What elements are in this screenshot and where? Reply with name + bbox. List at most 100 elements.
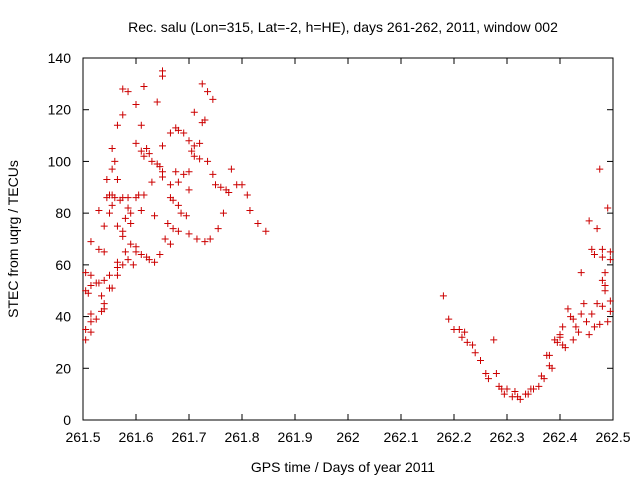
data-point: [156, 251, 164, 259]
y-tick-label: 80: [55, 205, 71, 221]
data-point: [113, 222, 121, 230]
y-tick-label: 60: [55, 257, 71, 273]
x-tick-label: 262.3: [489, 429, 524, 445]
data-point: [188, 147, 196, 155]
data-point: [214, 225, 222, 233]
data-point: [87, 328, 95, 336]
data-point: [119, 232, 127, 240]
data-point: [585, 217, 593, 225]
data-point: [180, 170, 188, 178]
data-point: [209, 170, 217, 178]
data-point: [503, 385, 511, 393]
data-point: [572, 323, 580, 331]
y-tick-label: 120: [48, 102, 72, 118]
data-point: [87, 318, 95, 326]
data-point: [190, 152, 198, 160]
data-point: [87, 238, 95, 246]
data-point: [143, 145, 151, 152]
data-point: [145, 256, 153, 264]
data-point: [198, 80, 206, 88]
data-point: [455, 326, 463, 333]
data-point: [593, 300, 601, 308]
x-tick-label: 261.5: [65, 429, 100, 445]
data-point: [100, 248, 108, 256]
data-point: [174, 227, 182, 235]
data-point: [161, 235, 169, 243]
data-point: [113, 271, 121, 279]
data-point: [140, 152, 148, 160]
data-point: [569, 336, 577, 344]
data-point: [590, 251, 598, 259]
data-point: [477, 357, 484, 365]
data-point: [204, 88, 212, 96]
data-point: [156, 163, 164, 171]
data-point: [106, 209, 113, 217]
data-point: [606, 307, 614, 315]
data-point: [166, 181, 174, 189]
data-point: [132, 248, 140, 256]
data-point: [484, 375, 492, 383]
data-point: [137, 207, 145, 215]
data-point: [153, 98, 161, 106]
data-point: [108, 165, 116, 173]
data-point: [575, 328, 583, 336]
x-tick-label: 261.7: [171, 429, 206, 445]
data-point: [185, 230, 193, 238]
y-tick-label: 40: [55, 309, 71, 325]
data-point: [185, 186, 193, 194]
data-point: [140, 82, 148, 90]
data-point: [119, 111, 127, 119]
data-point: [530, 385, 537, 393]
data-point: [166, 129, 174, 137]
x-tick-label: 262.4: [542, 429, 577, 445]
data-point: [516, 395, 524, 403]
data-point: [596, 320, 604, 328]
data-point: [217, 183, 225, 191]
data-point: [553, 338, 561, 346]
x-tick-label: 261.9: [277, 429, 312, 445]
data-point: [500, 390, 508, 398]
data-point: [511, 388, 519, 396]
data-point: [119, 85, 127, 93]
data-point: [124, 88, 132, 96]
data-point: [145, 150, 153, 158]
data-point: [121, 214, 129, 222]
plot-area: 261.5 261.6 261.7 261.8 261.9 262 262.1 262.2 26…: [48, 50, 631, 445]
data-point: [82, 336, 90, 344]
data-point: [201, 116, 209, 124]
data-point: [124, 204, 132, 212]
data-point: [137, 147, 145, 155]
data-point: [524, 390, 532, 398]
data-point: [137, 121, 145, 129]
data-point: [193, 235, 201, 243]
data-point: [103, 176, 111, 184]
data-point: [219, 209, 227, 217]
data-point: [469, 341, 477, 349]
data-point: [471, 349, 479, 357]
data-point: [172, 168, 180, 176]
data-point: [204, 157, 212, 165]
data-point: [458, 333, 466, 341]
data-point: [159, 173, 166, 181]
data-point: [87, 310, 95, 318]
data-point: [238, 181, 246, 189]
data-point: [129, 261, 137, 269]
x-axis-label: GPS time / Days of year 2011: [251, 459, 435, 475]
data-point: [159, 142, 166, 150]
data-point: [588, 310, 596, 318]
data-point: [540, 375, 548, 383]
data-point: [108, 284, 116, 292]
data-point: [577, 269, 585, 277]
data-point: [82, 269, 90, 277]
data-point: [598, 276, 606, 284]
data-point: [113, 176, 121, 184]
y-tick-label: 20: [55, 360, 71, 376]
y-tick-label: 140: [48, 50, 72, 66]
data-point: [601, 269, 609, 277]
data-point: [492, 369, 500, 377]
data-point: [100, 276, 108, 284]
data-point: [196, 139, 204, 147]
data-point: [254, 219, 262, 227]
data-point: [559, 323, 567, 331]
data-point: [180, 129, 188, 137]
